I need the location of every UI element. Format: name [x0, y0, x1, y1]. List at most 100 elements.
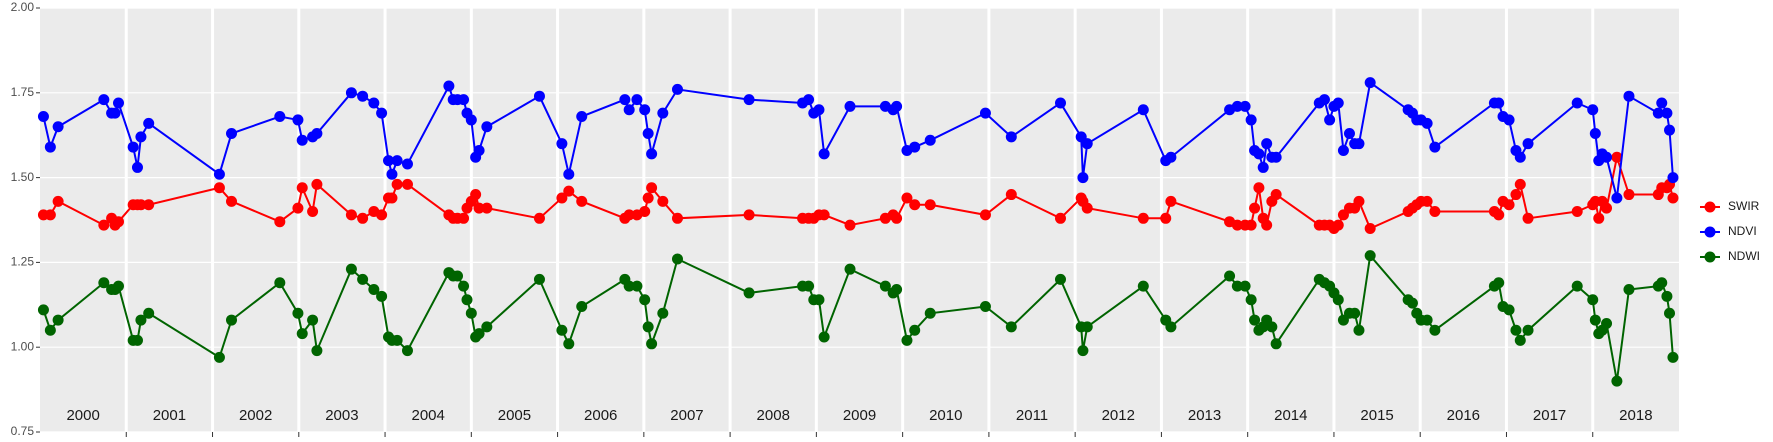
point	[213, 351, 225, 363]
point	[481, 202, 493, 214]
point	[1165, 151, 1177, 163]
point	[1493, 97, 1505, 109]
point	[1261, 219, 1273, 231]
point	[671, 83, 683, 95]
point	[131, 334, 143, 346]
point	[879, 280, 891, 292]
point	[979, 209, 991, 221]
point	[891, 212, 903, 224]
legend-marker	[1704, 201, 1716, 213]
point	[386, 168, 398, 180]
point	[1239, 280, 1251, 292]
point	[1656, 277, 1668, 289]
point	[1160, 212, 1172, 224]
point	[743, 94, 755, 106]
y-tick-label: 1.00	[11, 339, 35, 353]
point	[292, 202, 304, 214]
point	[1245, 294, 1257, 306]
point	[1137, 104, 1149, 116]
point	[1587, 294, 1599, 306]
point	[1667, 351, 1679, 363]
point	[1353, 138, 1365, 150]
point	[1623, 90, 1635, 102]
point	[135, 314, 147, 326]
point	[345, 209, 357, 221]
point	[311, 345, 323, 357]
year-label: 2016	[1447, 407, 1480, 424]
point	[1318, 94, 1330, 106]
point	[646, 338, 658, 350]
point	[44, 324, 56, 336]
point	[1353, 195, 1365, 207]
y-tick-label: 2.00	[11, 0, 35, 14]
point	[639, 294, 651, 306]
point	[844, 100, 856, 112]
point	[533, 273, 545, 285]
point	[1429, 141, 1441, 153]
point	[1005, 321, 1017, 333]
point	[818, 148, 830, 160]
point	[1270, 338, 1282, 350]
point	[671, 212, 683, 224]
point	[1332, 97, 1344, 109]
point	[296, 134, 308, 146]
y-tick-label: 0.75	[11, 424, 35, 438]
point	[135, 199, 147, 211]
point	[1081, 321, 1093, 333]
point	[1601, 151, 1613, 163]
point	[1611, 151, 1623, 163]
point	[891, 100, 903, 112]
point	[135, 131, 147, 143]
point	[143, 117, 155, 129]
point	[1589, 128, 1601, 140]
point	[642, 192, 654, 204]
point	[1522, 138, 1534, 150]
point	[1081, 202, 1093, 214]
point	[979, 300, 991, 312]
point	[481, 121, 493, 133]
point	[112, 216, 124, 228]
point	[909, 324, 921, 336]
point	[623, 280, 635, 292]
point	[642, 128, 654, 140]
point	[401, 158, 413, 170]
point	[461, 294, 473, 306]
point	[52, 314, 64, 326]
point	[533, 90, 545, 102]
point	[98, 219, 110, 231]
point	[1165, 321, 1177, 333]
point	[1493, 209, 1505, 221]
point	[443, 80, 455, 92]
point	[924, 307, 936, 319]
point	[1571, 280, 1583, 292]
point	[307, 206, 319, 218]
point	[473, 144, 485, 156]
legend-marker	[1704, 251, 1716, 263]
point	[1503, 114, 1515, 126]
point	[1522, 324, 1534, 336]
point	[1245, 219, 1257, 231]
point	[1601, 202, 1613, 214]
year-label: 2000	[66, 407, 99, 424]
point	[909, 141, 921, 153]
point	[743, 209, 755, 221]
point	[213, 182, 225, 194]
year-label: 2008	[757, 407, 790, 424]
point	[1266, 321, 1278, 333]
point	[143, 199, 155, 211]
point	[307, 314, 319, 326]
point	[1249, 314, 1261, 326]
year-label: 2017	[1533, 407, 1566, 424]
year-label: 2001	[153, 407, 186, 424]
year-label: 2003	[325, 407, 358, 424]
point	[1664, 307, 1676, 319]
point	[470, 189, 482, 201]
point	[1571, 97, 1583, 109]
point	[646, 148, 658, 160]
point	[1364, 250, 1376, 262]
point	[292, 307, 304, 319]
point	[391, 178, 403, 190]
point	[376, 107, 388, 119]
point	[311, 128, 323, 140]
